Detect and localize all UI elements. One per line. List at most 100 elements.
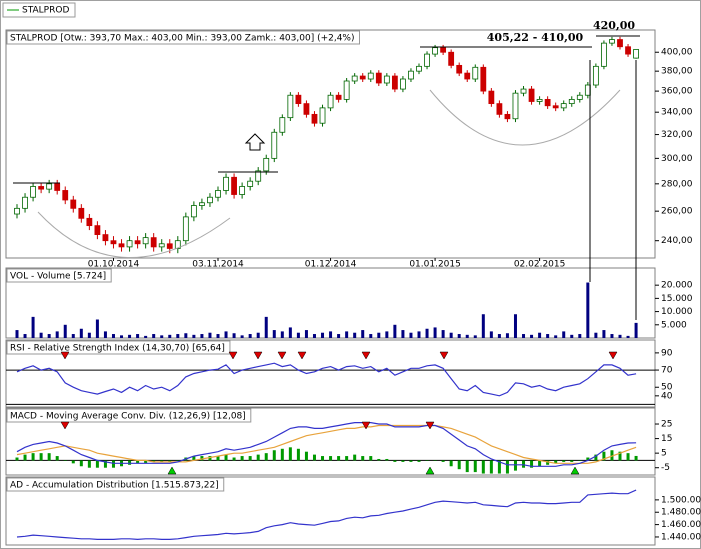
candle-body	[86, 217, 93, 227]
indicator-line	[16, 422, 637, 467]
candle-body	[383, 75, 390, 84]
bar	[23, 454, 27, 461]
bar	[594, 332, 598, 338]
candle-body	[367, 72, 374, 80]
signal-marker	[439, 351, 449, 360]
candle-body	[247, 180, 254, 187]
title-box	[6, 477, 225, 492]
bar	[409, 332, 413, 338]
bar	[39, 453, 43, 461]
candle-body	[46, 183, 53, 190]
bar	[248, 334, 252, 338]
bar	[248, 456, 252, 461]
bar	[160, 335, 164, 338]
panel-title-text: VOL - Volume [5.724]	[10, 272, 106, 282]
bar	[505, 333, 509, 338]
bar	[570, 460, 574, 462]
bar	[304, 330, 308, 338]
bar	[200, 456, 204, 461]
bar	[55, 331, 59, 338]
bar	[87, 460, 91, 468]
bar	[433, 327, 437, 338]
candle-body	[231, 176, 237, 195]
bar	[329, 456, 333, 461]
candle-body	[400, 78, 406, 90]
bar	[570, 334, 574, 338]
bar	[554, 335, 558, 338]
panel-title: AD - Accumulation Distribution [1.515.87…	[6, 477, 225, 492]
candle-body	[223, 176, 229, 191]
candle-body	[576, 94, 583, 100]
y-tick-label: 10.000	[661, 307, 693, 317]
bar	[353, 332, 357, 338]
bar	[602, 451, 606, 461]
bar	[272, 450, 276, 461]
candle-body	[424, 53, 430, 67]
bar	[594, 454, 598, 461]
panel	[5, 29, 656, 259]
bar	[240, 335, 244, 338]
candle-body	[239, 186, 246, 195]
bar	[353, 454, 357, 461]
bar	[449, 460, 453, 467]
bar	[321, 456, 325, 461]
bar	[304, 451, 308, 461]
candle-body	[54, 183, 61, 191]
x-tick-label: 01.10.2014	[88, 260, 140, 270]
candle-body	[263, 157, 270, 172]
bar	[377, 332, 381, 338]
signal-marker	[570, 466, 580, 475]
panel	[5, 267, 656, 339]
candle-body	[488, 90, 495, 105]
bar	[168, 334, 172, 338]
y-tick-label: 15	[661, 434, 672, 444]
bar	[337, 334, 341, 338]
indicator-line	[16, 489, 637, 541]
bar	[176, 460, 180, 461]
bar	[312, 454, 316, 461]
candle-body	[408, 70, 414, 80]
panel-title: MACD - Moving Average Conv. Div. (12,26,…	[6, 408, 252, 423]
candle-body	[416, 65, 422, 72]
bar	[144, 335, 148, 338]
candle-body	[190, 205, 197, 218]
bar	[578, 460, 582, 461]
bar	[345, 456, 349, 461]
signal-marker	[425, 466, 435, 475]
candle-body	[279, 117, 286, 133]
legend: STALPROD	[2, 2, 76, 18]
candle-body	[560, 103, 567, 109]
bar	[578, 334, 582, 338]
bar	[481, 460, 485, 474]
bar	[321, 332, 325, 338]
bar	[634, 322, 638, 338]
bar	[39, 332, 43, 338]
bar	[111, 334, 115, 338]
legend-box	[2, 2, 76, 18]
candle-body	[335, 94, 342, 100]
candle-body	[303, 103, 310, 115]
y-tick-label: 1.500.000	[661, 495, 701, 505]
bar	[208, 456, 212, 461]
bar	[31, 453, 35, 461]
bar	[152, 334, 156, 338]
y-tick-label: 20.000	[661, 281, 693, 291]
candle-body	[126, 240, 133, 248]
bar	[192, 456, 196, 461]
bar	[128, 460, 132, 465]
arrow-icon	[244, 133, 266, 151]
x-tick-label: 01.12.2014	[305, 260, 357, 270]
candle-body	[520, 88, 527, 94]
panel-title-text: AD - Accumulation Distribution [1.515.87…	[10, 481, 219, 491]
candle-body	[255, 170, 262, 182]
panel-title: STALPROD [Otw.: 393,70 Max.: 403,00 Min.…	[6, 30, 360, 45]
candle-body	[327, 94, 334, 109]
y-tick-label: 25	[661, 420, 672, 430]
bar	[95, 460, 99, 468]
bar	[530, 334, 534, 338]
bar	[417, 331, 421, 338]
signal-marker	[253, 351, 263, 360]
candle-body	[432, 47, 438, 55]
candle-body	[38, 186, 45, 190]
